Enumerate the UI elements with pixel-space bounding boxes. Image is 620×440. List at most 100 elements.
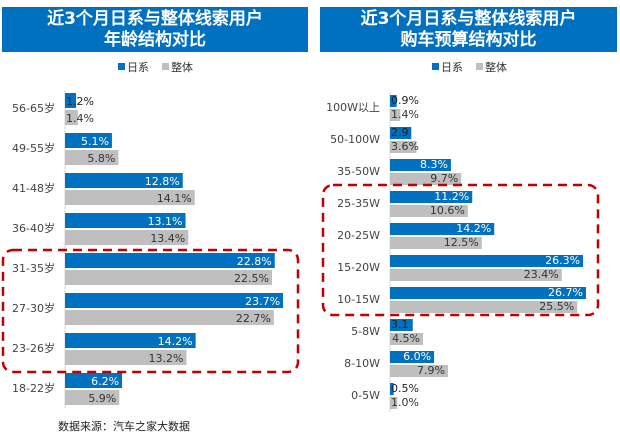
- category-label: 36-40岁: [12, 221, 55, 235]
- title-line: 近3个月日系与整体线索用户: [47, 9, 263, 29]
- category-label: 10-15W: [337, 293, 380, 306]
- data-source: 数据来源：汽车之家大数据: [58, 420, 190, 433]
- japanese-data-label: 1.2%: [66, 95, 94, 108]
- category-label: 5-8W: [351, 325, 380, 338]
- overall-data-label: 1.4%: [66, 112, 94, 125]
- legend-label: 整体: [485, 60, 507, 74]
- overall-bar: [65, 310, 274, 325]
- legend-swatch-overall: [162, 63, 169, 70]
- japanese-data-label: 26.7%: [548, 286, 583, 299]
- overall-bar: [390, 333, 424, 345]
- overall-data-label: 13.4%: [150, 232, 185, 245]
- overall-bar: [390, 173, 462, 185]
- legend-swatch-overall: [476, 63, 483, 70]
- overall-data-label: 1.4%: [391, 108, 419, 121]
- overall-bar: [390, 141, 417, 153]
- japanese-bar: [390, 95, 397, 107]
- legend-swatch-japanese: [118, 63, 125, 70]
- overall-data-label: 23.4%: [524, 268, 559, 281]
- overall-bar: [390, 205, 468, 217]
- overall-data-label: 12.5%: [444, 236, 479, 249]
- japanese-bar: [65, 93, 77, 108]
- category-label: 23-26岁: [12, 341, 55, 355]
- japanese-bar: [390, 287, 586, 299]
- japanese-bar: [65, 133, 112, 148]
- category-label: 15-20W: [337, 261, 380, 274]
- overall-bar: [65, 270, 272, 285]
- japanese-data-label: 22.8%: [237, 255, 272, 268]
- overall-bar: [65, 350, 187, 365]
- overall-bar: [65, 390, 120, 405]
- overall-bar: [390, 397, 398, 409]
- japanese-bar: [390, 255, 584, 267]
- overall-bar: [65, 150, 119, 165]
- overall-bar: [65, 230, 189, 245]
- legend-label: 日系: [441, 61, 463, 74]
- japanese-bar: [65, 373, 123, 388]
- japanese-data-label: 14.2%: [456, 222, 491, 235]
- overall-data-label: 10.6%: [430, 204, 465, 217]
- japanese-bar: [390, 319, 413, 331]
- category-label: 41-48岁: [12, 181, 55, 195]
- japanese-bar: [390, 223, 495, 235]
- category-label: 0-5W: [351, 389, 380, 402]
- overall-data-label: 14.1%: [157, 192, 192, 205]
- japanese-data-label: 2.9: [391, 126, 409, 139]
- category-label: 8-10W: [344, 357, 380, 370]
- category-label: 18-22岁: [12, 381, 55, 395]
- overall-bar: [390, 237, 482, 249]
- japanese-data-label: 26.3%: [545, 254, 580, 267]
- overall-data-label: 22.5%: [234, 272, 269, 285]
- highlight-box: [321, 183, 600, 317]
- japanese-data-label: 6.2%: [91, 375, 119, 388]
- japanese-data-label: 0.5%: [391, 382, 419, 395]
- overall-bar: [390, 365, 448, 377]
- japanese-data-label: 0.9%: [391, 94, 419, 107]
- overall-bar: [390, 301, 578, 313]
- japanese-data-label: 8.3%: [420, 158, 448, 171]
- category-label: 20-25W: [337, 229, 380, 242]
- category-label: 31-35岁: [12, 261, 55, 275]
- japanese-data-label: 23.7%: [245, 295, 280, 308]
- overall-bar: [390, 109, 401, 121]
- legend-label: 整体: [171, 60, 193, 74]
- overall-data-label: 22.7%: [236, 312, 271, 325]
- overall-data-label: 9.7%: [430, 172, 458, 185]
- category-label: 50-100W: [330, 133, 380, 146]
- japanese-data-label: 5.1%: [81, 135, 109, 148]
- title-line: 年龄结构对比: [104, 30, 206, 50]
- japanese-data-label: 12.8%: [145, 175, 180, 188]
- title-line: 近3个月日系与整体线索用户: [360, 9, 577, 29]
- category-label: 56-65岁: [12, 101, 55, 115]
- category-label: 25-35W: [337, 197, 380, 210]
- japanese-bar: [65, 253, 275, 268]
- japanese-bar: [65, 333, 196, 348]
- overall-bar: [65, 190, 195, 205]
- japanese-data-label: 11.2%: [434, 190, 469, 203]
- japanese-bar: [390, 383, 394, 395]
- category-label: 35-50W: [337, 165, 380, 178]
- japanese-bar: [65, 293, 284, 308]
- japanese-bar: [65, 173, 183, 188]
- overall-data-label: 5.8%: [87, 152, 115, 165]
- overall-data-label: 4.5%: [392, 332, 420, 345]
- overall-data-label: 5.9%: [88, 392, 116, 405]
- overall-bar: [390, 269, 562, 281]
- highlight-box: [1, 248, 300, 374]
- japanese-data-label: 3.1: [391, 318, 409, 331]
- japanese-data-label: 13.1%: [148, 215, 183, 228]
- japanese-bar: [390, 159, 451, 171]
- overall-bar: [65, 110, 78, 125]
- japanese-bar: [65, 213, 186, 228]
- overall-data-label: 7.9%: [417, 364, 445, 377]
- chart-title-budget: 近3个月日系与整体线索用户 购车预算结构对比: [320, 7, 617, 52]
- overall-data-label: 3.6%: [391, 140, 419, 153]
- japanese-data-label: 14.2%: [158, 335, 193, 348]
- japanese-bar: [390, 191, 473, 203]
- legend-swatch-japanese: [432, 63, 439, 70]
- category-label: 100W以上: [326, 101, 380, 114]
- title-line: 购车预算结构对比: [400, 30, 537, 50]
- overall-data-label: 25.5%: [539, 300, 574, 313]
- japanese-bar: [390, 351, 435, 363]
